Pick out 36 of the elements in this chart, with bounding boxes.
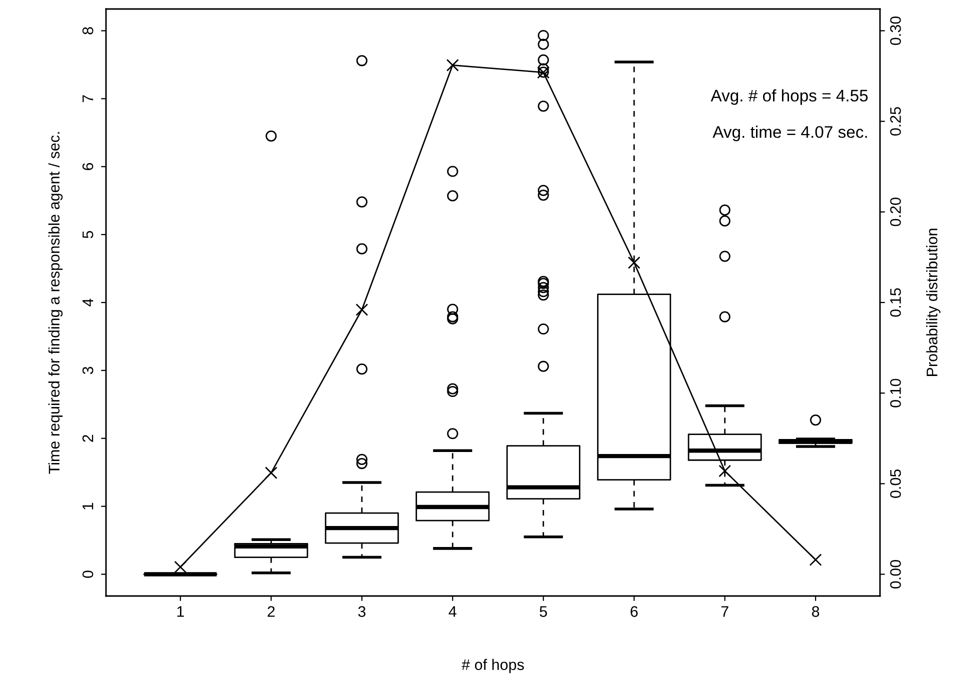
y-tick-label: 1 — [82, 502, 94, 510]
x-tick-label: 3 — [358, 606, 366, 617]
y-tick-label: 8 — [82, 27, 94, 34]
y2-tick-label: 0.20 — [890, 198, 901, 226]
y2-tick-label: 0.10 — [890, 378, 901, 408]
x-tick-label: 1 — [177, 606, 184, 617]
annotation: Avg. # of hops = 4.55 — [710, 89, 868, 105]
y-tick-label: 4 — [82, 298, 94, 306]
y-tick-label: 6 — [82, 163, 94, 170]
y-tick-label: 3 — [82, 366, 94, 374]
x-tick-label: 2 — [268, 606, 275, 617]
point — [264, 466, 278, 480]
annotation: Avg. time = 4.07 sec. — [712, 126, 867, 142]
y2-tick-label: 0.15 — [890, 288, 901, 317]
x-tick-label: 7 — [721, 606, 728, 617]
y2-axis-title: Probability distribution — [926, 228, 940, 376]
point — [174, 560, 187, 574]
x-tick-label: 5 — [540, 606, 547, 617]
point — [718, 464, 732, 478]
point — [356, 303, 368, 316]
point — [446, 58, 459, 72]
x-axis-title: # of hops — [462, 658, 524, 674]
y2-tick-label: 0.30 — [890, 16, 901, 46]
point — [628, 256, 640, 269]
y-tick-label: 0 — [82, 570, 94, 578]
y-tick-label: 7 — [82, 95, 94, 102]
y2-tick-label: 0.25 — [890, 107, 901, 136]
y-tick-label: 2 — [82, 434, 94, 442]
y-tick-label: 5 — [82, 230, 94, 238]
y2-tick-label: 0.00 — [890, 560, 901, 589]
x-tick-label: 4 — [448, 606, 456, 617]
y2-tick-label: 0.05 — [890, 469, 901, 498]
point — [809, 554, 822, 566]
x-tick-label: 8 — [812, 606, 820, 617]
x-tick-label: 6 — [630, 606, 638, 617]
y-axis-title: Time required for finding a responsible agent / sec. — [48, 132, 63, 474]
